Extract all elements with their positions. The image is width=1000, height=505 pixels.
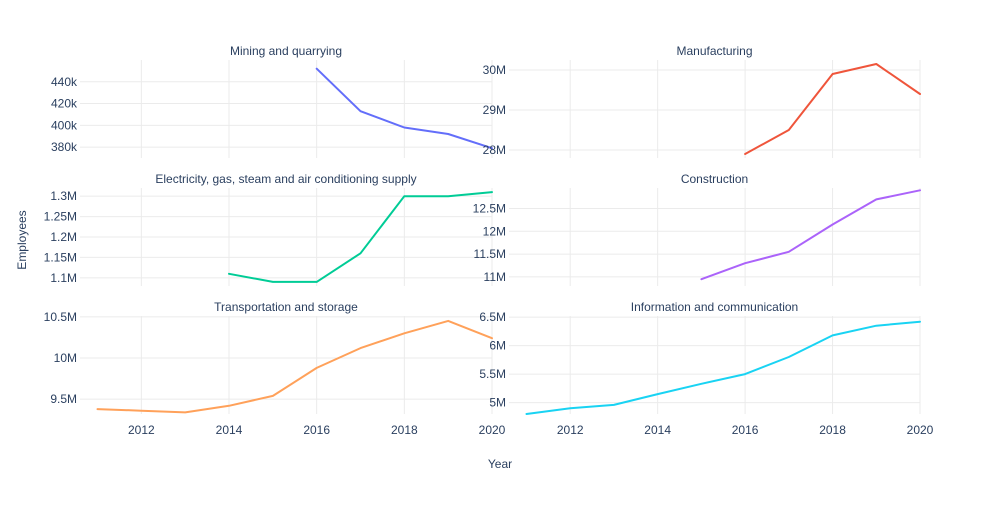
series-line [228,191,493,283]
y-tick-label: 9.5M [50,392,77,406]
x-tick-label: 2018 [819,423,846,437]
x-tick-label: 2014 [216,423,243,437]
subplot-title: Mining and quarrying [230,44,342,58]
y-tick-label: 12M [483,224,506,238]
x-tick-label: 2012 [557,423,584,437]
subplot-4: 11M 11.5M 12M 12.5M Construction [473,172,921,286]
y-tick-label: 420k [51,97,78,111]
series-line [525,320,921,415]
x-tick-label: 2020 [479,423,506,437]
y-tick-label: 380k [51,140,78,154]
subplot-title: Manufacturing [676,44,752,58]
subplot-title: Information and communication [631,300,798,314]
subplot-3: 1.1M 1.15M 1.2M 1.25M 1.3M Electricity, gas, … [44,172,493,286]
subplot-5: 9.5M 10M 10.5M Transportation and storage 20… [44,300,506,437]
subplot-title: Construction [681,172,748,186]
y-tick-label: 10M [54,351,77,365]
x-tick-label: 2020 [907,423,934,437]
subplot-1: 380k 400k 420k 440k Mining and quarrying [51,44,493,158]
y-tick-label: 12.5M [473,202,506,216]
x-axis-title: Year [488,457,512,471]
y-axis-title: Employees [15,210,29,269]
x-tick-label: 2016 [732,423,759,437]
y-tick-label: 1.2M [50,230,77,244]
y-tick-label: 1.15M [44,250,77,264]
y-tick-label: 11.5M [474,247,506,261]
y-tick-label: 6.5M [479,310,506,324]
y-tick-label: 1.3M [50,189,77,203]
subplot-title: Transportation and storage [214,300,358,314]
y-tick-label: 1.1M [50,271,77,285]
series-line [315,67,493,150]
x-tick-label: 2014 [644,423,671,437]
y-tick-label: 1.25M [44,210,77,224]
x-tick-label: 2012 [128,423,155,437]
y-tick-label: 10.5M [44,310,77,324]
subplot-title: Electricity, gas, steam and air conditio… [155,172,416,186]
subplot-2: 28M 29M 30M Manufacturing [483,44,921,158]
y-tick-label: 400k [51,118,78,132]
subplot-6: 5M 5.5M 6M 6.5M Information and communicatio… [479,300,933,437]
series-line [96,319,493,414]
y-tick-label: 5M [489,396,506,410]
series-line [744,63,921,155]
y-tick-label: 11M [484,270,506,284]
y-tick-label: 30M [483,63,506,77]
series-line [700,189,921,281]
y-tick-label: 29M [483,103,506,117]
y-tick-label: 5.5M [479,367,506,381]
x-tick-label: 2016 [303,423,330,437]
y-tick-label: 28M [483,143,506,157]
y-tick-label: 440k [51,75,78,89]
y-tick-label: 6M [489,339,506,353]
x-tick-label: 2018 [391,423,418,437]
